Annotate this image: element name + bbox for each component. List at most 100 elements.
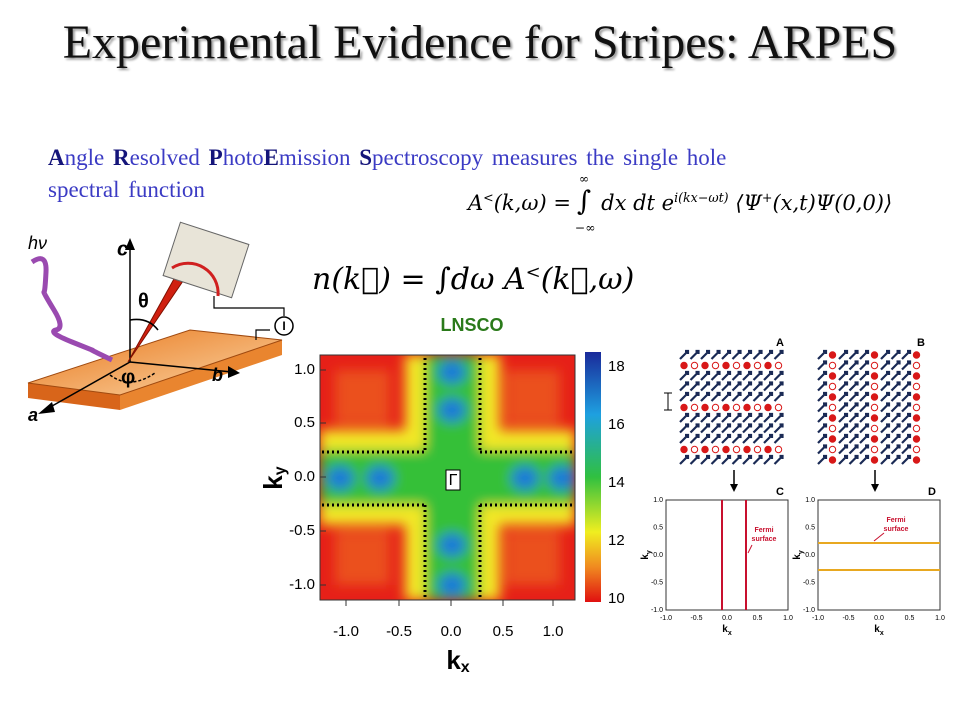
hole <box>828 424 837 433</box>
f: < <box>525 262 541 283</box>
spin <box>721 454 732 465</box>
spin <box>859 381 870 392</box>
spin <box>773 391 784 402</box>
spin <box>901 360 912 371</box>
hole <box>774 445 783 454</box>
fs-frame <box>817 499 941 611</box>
hole <box>680 361 688 370</box>
spin <box>742 381 753 392</box>
label: 0.0 <box>722 615 732 622</box>
spin <box>890 433 901 444</box>
sub: x <box>880 630 884 637</box>
spin <box>880 423 891 434</box>
arrow <box>228 366 240 378</box>
label: 18 <box>608 358 625 375</box>
spin <box>901 370 912 381</box>
spin <box>817 444 828 455</box>
spin <box>679 349 690 360</box>
spin <box>679 381 690 392</box>
intro-part: P <box>208 145 223 170</box>
spin <box>859 349 870 360</box>
hole <box>828 361 837 370</box>
spin <box>880 454 891 465</box>
spin <box>773 412 784 423</box>
hole <box>828 351 837 359</box>
spin <box>838 360 849 371</box>
hole <box>870 403 879 412</box>
hole <box>870 372 879 380</box>
photon-wave <box>30 256 114 363</box>
spin <box>890 349 901 360</box>
hole <box>743 403 751 412</box>
spin <box>689 423 700 434</box>
label: I <box>282 319 285 333</box>
intro-part: hoto <box>222 145 264 170</box>
spin <box>859 402 870 413</box>
spin <box>742 391 753 402</box>
spin <box>859 370 870 381</box>
spin <box>890 370 901 381</box>
arrow <box>871 484 879 492</box>
label: -0.5 <box>386 623 412 640</box>
spin <box>859 412 870 423</box>
spin <box>710 349 721 360</box>
f: dx dt e <box>601 191 675 215</box>
label: hν <box>28 233 47 253</box>
intro-part: esolved <box>129 145 209 170</box>
spin <box>880 349 891 360</box>
integral: ∫ ∞ −∞ <box>575 172 596 235</box>
hole <box>912 445 921 454</box>
hole <box>828 393 837 401</box>
hole <box>870 424 879 433</box>
spin <box>752 370 763 381</box>
spin <box>731 423 742 434</box>
hole <box>912 435 921 443</box>
spin <box>890 402 901 413</box>
spin <box>689 381 700 392</box>
hole <box>828 382 837 391</box>
hole <box>774 361 783 370</box>
spin <box>817 402 828 413</box>
spin <box>763 454 774 465</box>
intro-text: Angle Resolved PhotoEmission Spectroscop… <box>48 142 778 206</box>
line <box>129 361 233 373</box>
f: (k⃗,ω) <box>540 262 635 297</box>
spin <box>859 433 870 444</box>
hole <box>870 351 879 359</box>
spin <box>700 412 711 423</box>
spin <box>838 444 849 455</box>
fs-x-label: kx <box>722 624 732 637</box>
blue-spot <box>438 360 466 384</box>
spin <box>817 381 828 392</box>
hole <box>912 424 921 433</box>
x-axis-label: kx <box>446 645 469 676</box>
hole <box>912 372 921 380</box>
f: n(k⃗) = ∫dω A <box>312 262 526 297</box>
label: surface <box>884 526 909 533</box>
spin <box>880 381 891 392</box>
label: -1.0 <box>289 576 315 593</box>
hole <box>722 445 730 454</box>
label: Fermi <box>754 527 773 534</box>
spin <box>731 454 742 465</box>
intro-part: A <box>48 145 65 170</box>
f: < <box>483 190 494 205</box>
hole <box>711 445 720 454</box>
sub: y <box>272 466 289 475</box>
label: LNSCO <box>441 315 504 335</box>
spin <box>817 360 828 371</box>
sub: y <box>646 550 653 554</box>
hole <box>680 445 688 454</box>
colorbar <box>585 352 601 602</box>
spin <box>763 370 774 381</box>
sub: x <box>728 630 732 637</box>
spin <box>901 349 912 360</box>
blue-spot <box>511 466 539 490</box>
spin <box>817 433 828 444</box>
spin <box>859 454 870 465</box>
hole <box>753 445 762 454</box>
corner <box>505 530 560 585</box>
label: -1.0 <box>812 615 824 622</box>
spin <box>679 370 690 381</box>
hole <box>828 456 837 464</box>
